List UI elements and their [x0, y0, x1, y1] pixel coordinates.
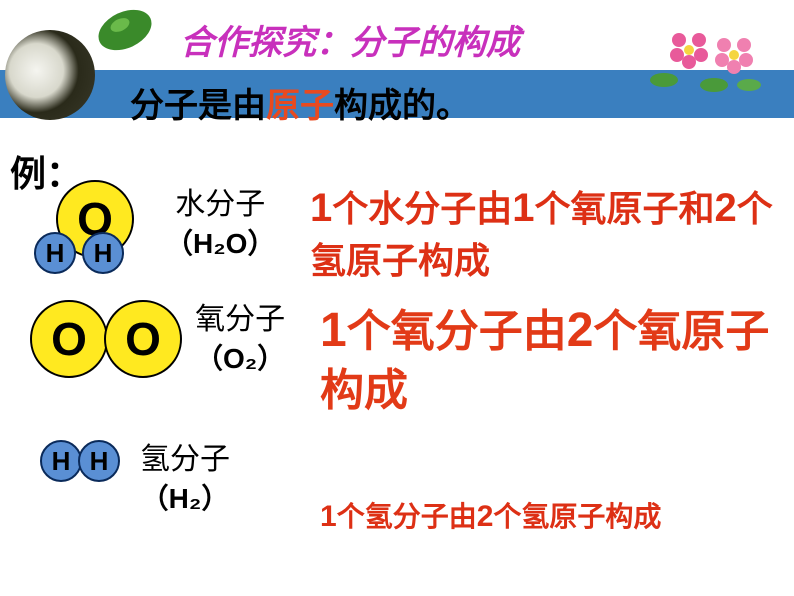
oxygen-name-block: 氧分子 （O₂） [195, 300, 285, 378]
oxygen-name: 氧分子 [195, 303, 285, 336]
oxygen-description: 1个氧分子由2个氧原子构成 [320, 300, 780, 420]
subtitle-highlight: 原子 [266, 87, 334, 125]
water-formula: （H₂O） [165, 228, 275, 259]
hydrogen-atom: H [82, 232, 124, 274]
water-molecule-diagram: O H H [30, 180, 160, 290]
flowers-decoration [629, 10, 779, 110]
oxygen-molecule-row: O O [30, 300, 190, 380]
water-description: 1个水分子由1个氧原子和2个氢原子构成 [310, 180, 780, 286]
subtitle: 分子是由原子构成的。 [130, 78, 470, 127]
page-title: 合作探究：分子的构成 [180, 15, 520, 64]
hydrogen-atom: H [34, 232, 76, 274]
oxygen-molecule-diagram: O O [30, 300, 190, 380]
leaf-decoration [90, 0, 160, 60]
hydrogen-atom: H [40, 440, 82, 482]
water-molecule-row: O H H [30, 180, 160, 290]
oxygen-formula: （O₂） [195, 343, 285, 374]
hydrogen-description: 1个氢分子由2个氢原子构成 [320, 495, 770, 535]
subtitle-part2: 构成的。 [334, 87, 470, 125]
dandelion-decoration [5, 30, 95, 120]
water-name: 水分子 [175, 188, 265, 221]
oxygen-atom: O [30, 300, 108, 378]
hydrogen-molecule-row: H H [30, 440, 130, 486]
hydrogen-atom: H [78, 440, 120, 482]
hydrogen-molecule-diagram: H H [40, 440, 130, 486]
oxygen-atom: O [104, 300, 182, 378]
hydrogen-name-block: 氢分子 （H₂） [140, 440, 230, 518]
hydrogen-formula: （H₂） [141, 483, 230, 514]
subtitle-part1: 分子是由 [130, 87, 266, 125]
hydrogen-name: 氢分子 [140, 443, 230, 476]
water-name-block: 水分子 （H₂O） [165, 185, 275, 263]
